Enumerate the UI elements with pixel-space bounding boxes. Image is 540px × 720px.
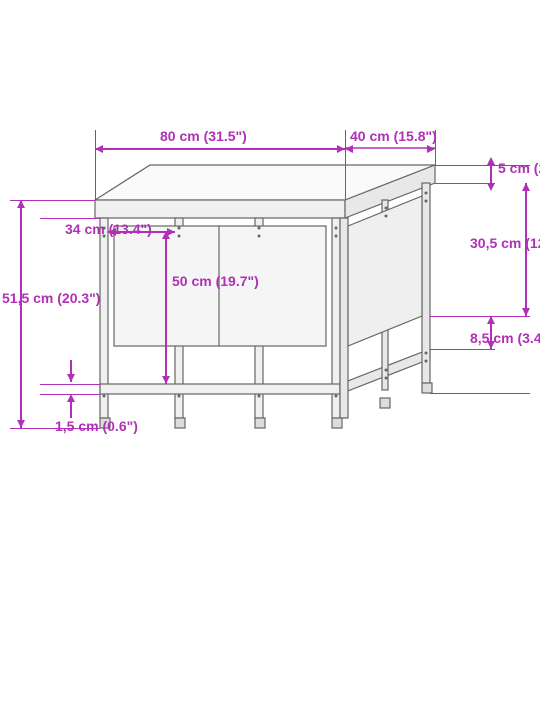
- ext-line: [40, 384, 100, 385]
- label-width: 80 cm (31.5"): [160, 128, 247, 144]
- arrow-head: [95, 145, 103, 153]
- dim-leader: [70, 396, 72, 418]
- arrow-head: [522, 183, 530, 191]
- label-85: 8,5 cm (3.4"): [470, 330, 540, 346]
- ext-line: [40, 218, 100, 219]
- arrow-head: [345, 145, 353, 153]
- arrow-head: [162, 231, 170, 239]
- label-15-text: 1,5 cm (0.6"): [55, 418, 138, 434]
- label-depth: 40 cm (15.8"): [350, 128, 437, 144]
- arrow-head: [337, 145, 345, 153]
- dim-line-5cm: [490, 165, 492, 183]
- arrow-head: [487, 316, 495, 324]
- furniture-drawing: [0, 0, 540, 720]
- label-5cm-a: 5 cm (2"): [498, 160, 540, 176]
- dim-line-width: [95, 148, 345, 150]
- label-85-text: 8,5 cm (3.4"): [470, 330, 540, 346]
- label-305-text: 30,5 cm (12"): [470, 235, 540, 251]
- label-305: 30,5 cm (12"): [470, 235, 540, 251]
- label-50-text: 50 cm (19.7"): [172, 273, 259, 289]
- label-34: 34 cm (13.4"): [65, 221, 152, 237]
- label-15: 1,5 cm (0.6"): [55, 418, 115, 434]
- ext-line: [430, 393, 530, 394]
- arrow-head: [487, 157, 495, 165]
- dim-line-50: [165, 231, 167, 384]
- diagram-canvas: 80 cm (31.5") 40 cm (15.8") 5 cm (2") 30…: [0, 0, 540, 720]
- arrow-head: [17, 200, 25, 208]
- arrow-head: [162, 376, 170, 384]
- ext-line: [430, 349, 495, 350]
- ext-line: [95, 130, 96, 200]
- label-515: 51,5 cm (20.3"): [2, 290, 62, 306]
- ext-line: [430, 316, 530, 317]
- label-50: 50 cm (19.7"): [172, 273, 227, 289]
- label-515-text: 51,5 cm (20.3"): [2, 290, 100, 306]
- arrow-head: [427, 145, 435, 153]
- arrow-head: [522, 308, 530, 316]
- dim-line-515: [20, 200, 22, 428]
- arrow-head: [487, 183, 495, 191]
- ext-line: [345, 130, 346, 200]
- arrow-head: [17, 420, 25, 428]
- dim-leader: [70, 360, 72, 382]
